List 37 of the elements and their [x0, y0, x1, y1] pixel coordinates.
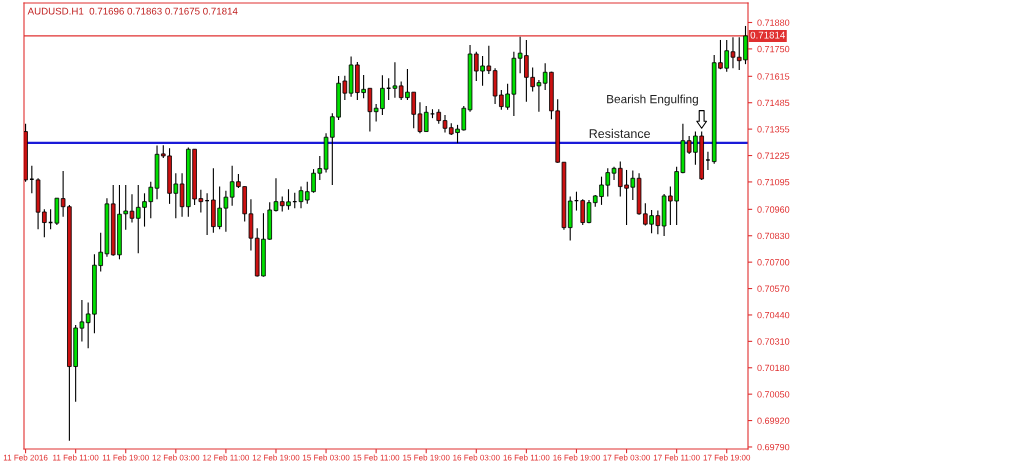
x-tick-label: 16 Feb 19:00 — [553, 454, 600, 461]
y-tick-label: 0.70180 — [757, 364, 790, 372]
y-tick-label: 0.70440 — [757, 311, 790, 319]
y-tick-label: 0.69920 — [757, 417, 790, 424]
ref-line-label: Resistance — [589, 128, 650, 139]
chart-title: AUDUSD.H1 0.71696 0.71863 0.71675 0.71814 — [27, 7, 238, 15]
y-tick-label: 0.70570 — [757, 285, 790, 292]
y-tick-label: 0.70700 — [757, 259, 790, 266]
y-tick-label: 0.71750 — [757, 45, 790, 53]
x-tick-label: 15 Feb 11:00 — [353, 454, 400, 461]
y-tick-label: 0.71095 — [757, 178, 790, 186]
x-tick-label: 11 Feb 11:00 — [53, 454, 99, 461]
x-tick-label: 17 Feb 19:00 — [703, 454, 751, 461]
y-tick-label: 0.70960 — [757, 206, 790, 213]
y-tick-label: 0.71880 — [757, 19, 790, 26]
x-tick-label: 16 Feb 03:00 — [453, 454, 500, 461]
candlestick — [423, 105, 429, 133]
x-tick-label: 15 Feb 03:00 — [302, 454, 350, 461]
x-tick-label: 16 Feb 11:00 — [503, 454, 550, 461]
y-tick-label: 0.71615 — [757, 73, 790, 80]
y-tick-label: 0.71485 — [757, 99, 790, 107]
y-tick-label: 0.70050 — [757, 391, 790, 398]
y-tick-label: 0.71225 — [757, 152, 790, 159]
x-tick-label: 12 Feb 03:00 — [152, 454, 200, 461]
y-tick-label: 0.71355 — [757, 126, 790, 133]
x-tick-label: 11 Feb 2016 — [3, 454, 48, 461]
x-tick-label: 15 Feb 19:00 — [403, 454, 450, 461]
x-tick-label: 11 Feb 19:00 — [102, 454, 149, 461]
x-tick-label: 17 Feb 03:00 — [603, 454, 650, 461]
annotation: Bearish Engulfing — [607, 94, 698, 106]
x-tick-label: 12 Feb 19:00 — [252, 454, 300, 461]
y-tick-label: 0.69790 — [757, 443, 790, 451]
ref-line-label: 0.71814 — [750, 31, 786, 39]
x-tick-label: 17 Feb 11:00 — [653, 454, 700, 461]
y-tick-label: 0.70310 — [757, 338, 790, 345]
x-tick-label: 12 Feb 11:00 — [203, 454, 250, 461]
y-tick-label: 0.70830 — [757, 232, 790, 240]
